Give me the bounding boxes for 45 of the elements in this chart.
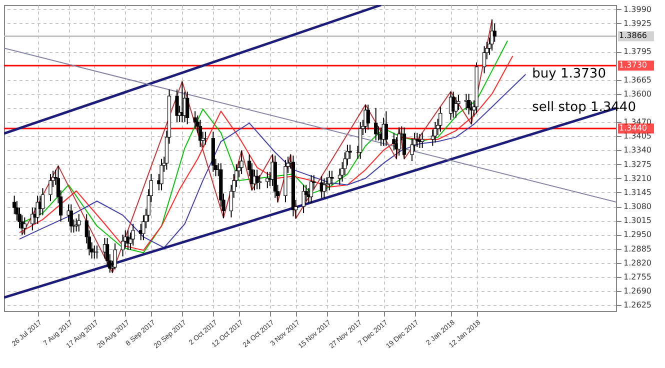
y-tick-label: 1.3340 bbox=[624, 146, 652, 155]
candlestick bbox=[240, 150, 244, 175]
annotation: buy 1.3730 bbox=[532, 66, 606, 82]
y-tick-label: 1.3145 bbox=[624, 188, 652, 197]
candlestick bbox=[490, 19, 494, 52]
y-tick-label: 1.3665 bbox=[624, 75, 652, 84]
candlestick bbox=[198, 119, 202, 148]
y-tick-label: 1.3600 bbox=[624, 89, 652, 98]
candlestick bbox=[36, 195, 40, 224]
candlestick bbox=[438, 106, 442, 132]
y-tick-label: 1.2885 bbox=[624, 244, 652, 254]
candlestick bbox=[77, 214, 81, 232]
candlestick bbox=[193, 110, 197, 130]
candlestick bbox=[482, 46, 486, 74]
ref-line-label: 1.3440 bbox=[619, 124, 647, 133]
y-tick-label: 1.3015 bbox=[624, 216, 652, 226]
line-series bbox=[22, 19, 493, 274]
y-tick-label: 1.3210 bbox=[624, 174, 652, 183]
candlestick bbox=[22, 216, 26, 236]
y-tick-label: 1.3925 bbox=[624, 18, 652, 28]
candlestick bbox=[374, 107, 378, 141]
candlestick bbox=[433, 122, 438, 144]
candlestick bbox=[175, 89, 179, 123]
candlestick bbox=[302, 184, 306, 214]
y-tick-label: 1.3990 bbox=[624, 4, 652, 14]
y-tick-label: 1.3080 bbox=[624, 202, 652, 212]
y-tick-label: 1.3795 bbox=[624, 47, 652, 56]
y-tick-label: 1.3275 bbox=[624, 160, 652, 169]
candlestick bbox=[48, 174, 52, 202]
y-tick-label: 1.3405 bbox=[624, 132, 652, 141]
y-tick-label: 1.2625 bbox=[624, 300, 652, 310]
ref-line-label: 1.3866 bbox=[619, 31, 647, 40]
y-tick-label: 1.2690 bbox=[624, 286, 652, 296]
candlestick bbox=[384, 110, 388, 146]
candlestick bbox=[366, 104, 370, 130]
candlestick bbox=[358, 122, 362, 160]
y-tick-label: 1.2820 bbox=[624, 258, 652, 268]
y-tick-label: 1.2755 bbox=[624, 272, 652, 282]
candlestick bbox=[186, 91, 190, 125]
candlestick bbox=[160, 158, 164, 191]
annotation: sell stop 1.3440 bbox=[532, 100, 636, 116]
y-tick-label: 1.2950 bbox=[624, 230, 652, 240]
candlestick bbox=[255, 169, 259, 190]
ref-line-label: 1.3730 bbox=[619, 60, 647, 70]
candlestick bbox=[328, 170, 332, 191]
